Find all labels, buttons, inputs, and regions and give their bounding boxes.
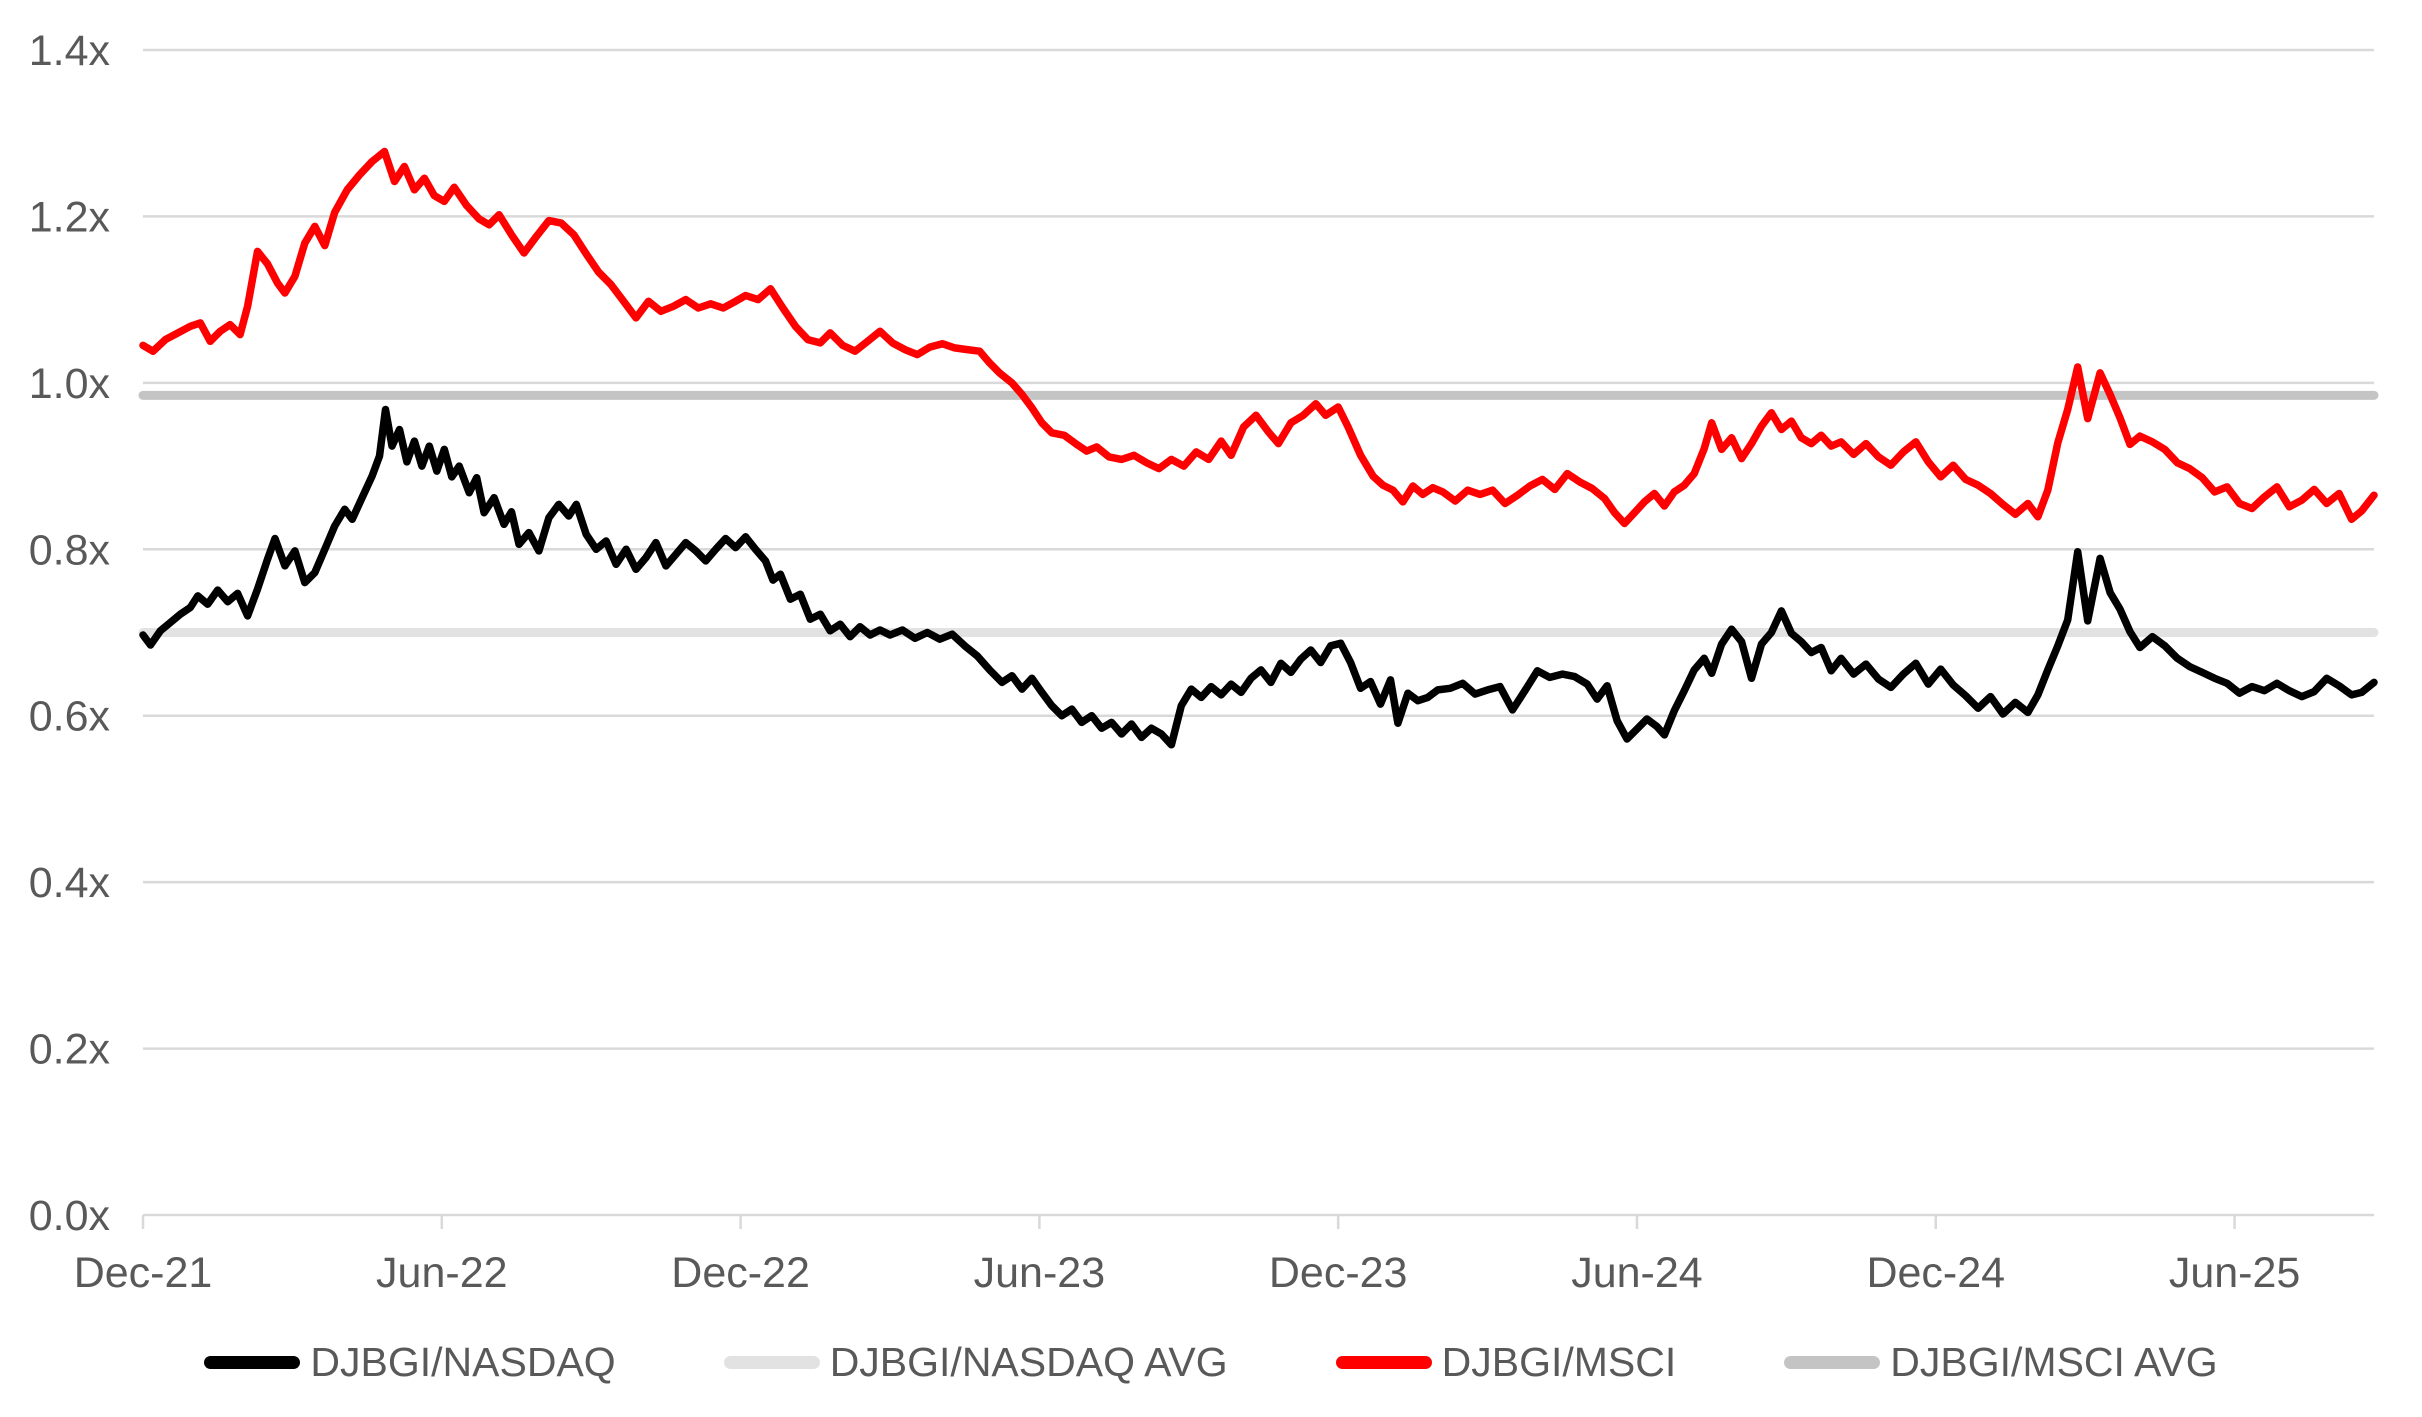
y-axis-tick-label: 0.0x (29, 1192, 111, 1240)
x-axis-tick-label: Dec-24 (1866, 1249, 2005, 1297)
y-axis-tick-label: 1.0x (29, 360, 111, 408)
legend-item-djbgi-msci: DJBGI/MSCI (1335, 1338, 1677, 1386)
x-axis-tick-label: Jun-22 (376, 1249, 507, 1297)
legend-label: DJBGI/NASDAQ (310, 1338, 616, 1385)
x-axis-tick-label: Dec-23 (1269, 1249, 1408, 1297)
djbgi-nasdaq-line (139, 405, 2378, 749)
legend-swatch-icon (204, 1355, 301, 1369)
x-axis-tick-label: Jun-25 (2169, 1249, 2300, 1297)
legend-label: DJBGI/NASDAQ AVG (829, 1338, 1228, 1385)
legend-item-djbgi-nasdaq: DJBGI/NASDAQ (204, 1338, 616, 1386)
y-axis-tick-label: 1.4x (29, 27, 111, 75)
y-axis-tick-label: 1.2x (29, 193, 111, 241)
y-axis-tick-label: 0.8x (29, 526, 111, 574)
djbgi-msci-line (139, 147, 2378, 528)
y-axis-tick-label: 0.6x (29, 693, 111, 741)
legend-item-djbgi-msci-avg: DJBGI/MSCI AVG (1784, 1338, 2218, 1386)
legend-swatch-icon (723, 1355, 820, 1369)
y-axis-tick-label: 0.2x (29, 1026, 111, 1074)
legend-item-djbgi-nasdaq-avg: DJBGI/NASDAQ AVG (723, 1338, 1228, 1386)
x-axis-tick-label: Dec-22 (671, 1249, 810, 1297)
legend-swatch-icon (1335, 1355, 1432, 1369)
legend-label: DJBGI/MSCI AVG (1890, 1338, 2218, 1385)
x-axis-tick-label: Jun-23 (974, 1249, 1105, 1297)
y-axis-tick-label: 0.4x (29, 859, 111, 907)
legend-swatch-icon (1784, 1355, 1881, 1369)
x-axis-tick-label: Dec-21 (74, 1249, 213, 1297)
chart-legend: DJBGI/NASDAQ DJBGI/NASDAQ AVG DJBGI/MSCI DJ… (0, 1322, 2422, 1402)
x-axis-tick-label: Jun-24 (1571, 1249, 1702, 1297)
legend-label: DJBGI/MSCI (1441, 1338, 1677, 1385)
